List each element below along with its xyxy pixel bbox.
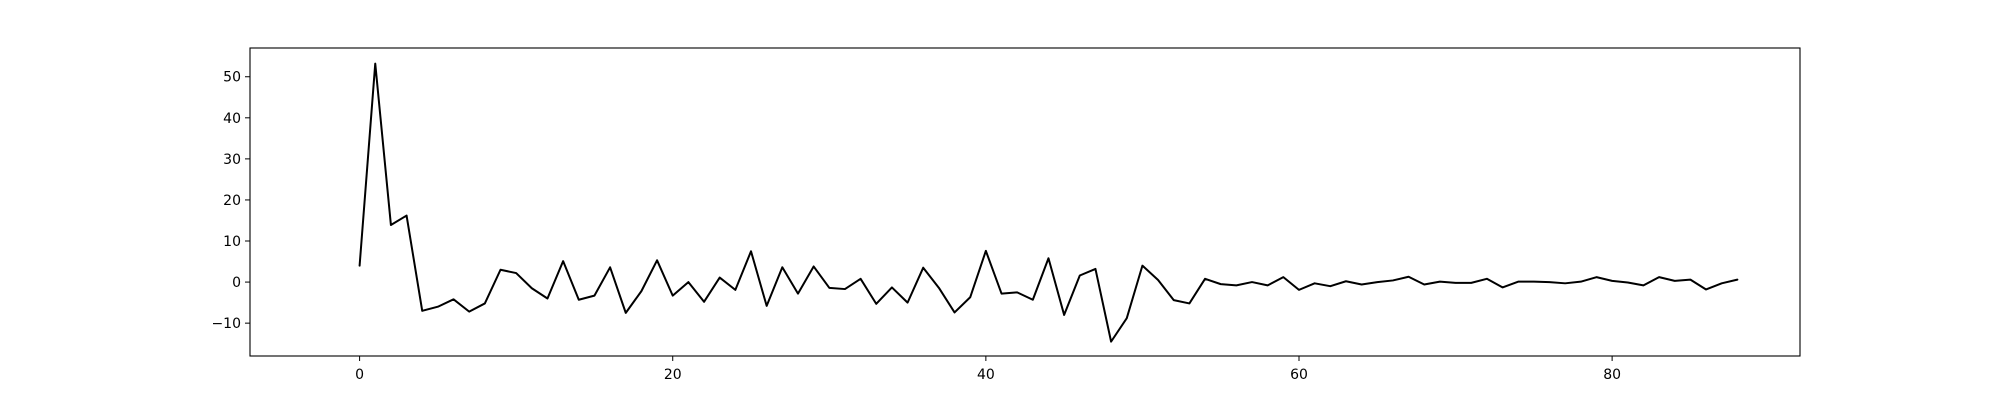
- y-tick-label: 40: [223, 111, 241, 127]
- plot-area: 0 20 40 60 80 −10 0 10 20 30 40 50: [211, 47, 1801, 383]
- y-tick-label: 30: [223, 152, 241, 168]
- y-tick-label: 0: [232, 275, 241, 291]
- series-line-1: [358, 62, 1739, 343]
- x-tick-label: 40: [977, 367, 995, 383]
- x-tick-label: 60: [1290, 367, 1308, 383]
- y-tick-label: 10: [223, 234, 241, 250]
- x-tick-label: 20: [664, 367, 682, 383]
- y-tick-label: 20: [223, 193, 241, 209]
- y-tick-label: 50: [223, 70, 241, 86]
- x-tick-label: 0: [355, 367, 364, 383]
- y-tick-label: −10: [211, 316, 241, 332]
- plot-frame: [249, 47, 1801, 357]
- x-tick-label: 80: [1603, 367, 1621, 383]
